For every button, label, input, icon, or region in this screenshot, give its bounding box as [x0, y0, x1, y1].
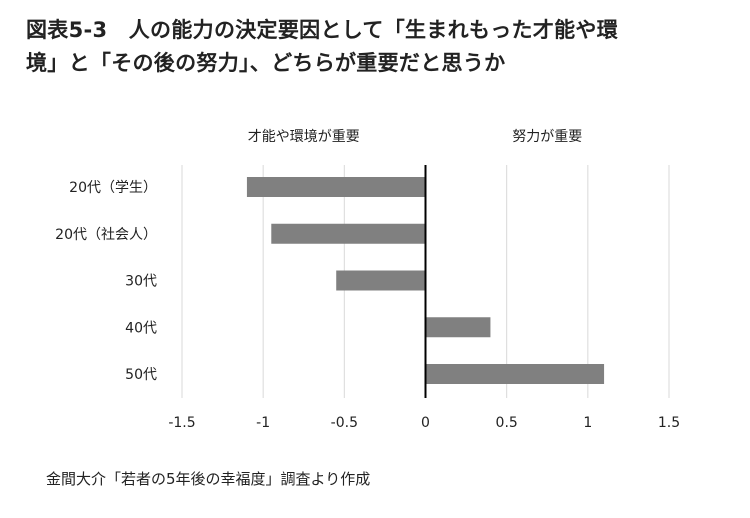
annotation-talent: 才能や環境が重要 [248, 129, 360, 145]
category-label: 20代（社会人） [55, 227, 157, 243]
title-line-1: 図表5-3 人の能力の決定要因として「生まれもった才能や環 [26, 18, 619, 42]
category-label: 20代（学生） [69, 180, 157, 196]
x-tick-labels: -1.5 -1 -0.5 0 0.5 1 1.5 [168, 415, 680, 431]
annotation-effort: 努力が重要 [512, 129, 582, 145]
bar [425, 364, 605, 384]
bars [246, 177, 605, 384]
bar [246, 177, 426, 197]
x-tick-label: 1 [583, 415, 592, 431]
x-tick-label: 1.5 [658, 415, 680, 431]
x-tick-label: -1 [256, 415, 270, 431]
category-labels: 20代（学生） 20代（社会人） 30代 40代 50代 [55, 180, 157, 383]
x-tick-label: -0.5 [331, 415, 358, 431]
category-label: 40代 [125, 320, 157, 336]
bar [425, 317, 491, 338]
category-label: 50代 [125, 367, 157, 383]
title-line-2: 境」と「その後の努力」、どちらが重要だと思うか [26, 51, 506, 75]
x-tick-label: 0 [421, 415, 430, 431]
x-tick-label: -1.5 [168, 415, 195, 431]
x-tick-label: 0.5 [496, 415, 518, 431]
side-annotations: 才能や環境が重要 努力が重要 [248, 129, 583, 145]
category-label: 30代 [125, 274, 157, 290]
bar [336, 270, 426, 291]
bar [271, 223, 426, 244]
source-note: 金間大介「若者の5年後の幸福度」調査より作成 [46, 470, 371, 488]
chart-title: 図表5-3 人の能力の決定要因として「生まれもった才能や環 境」と「その後の努力… [26, 14, 726, 80]
